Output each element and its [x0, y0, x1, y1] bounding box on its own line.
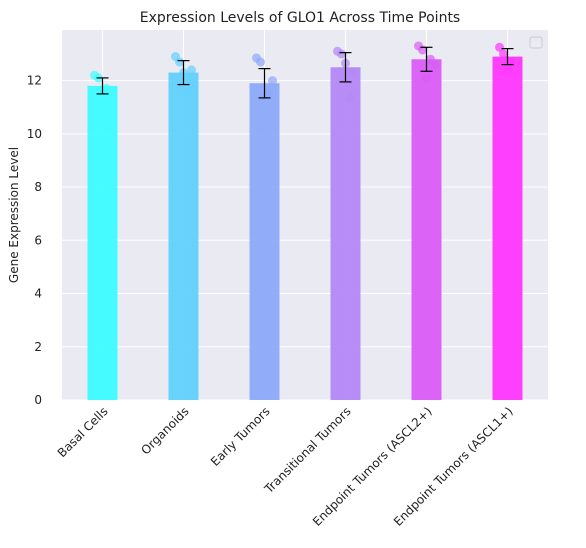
data-point	[422, 73, 431, 83]
bar	[492, 56, 523, 400]
data-point	[102, 84, 111, 94]
error-bars	[96, 46, 514, 99]
bars	[87, 56, 523, 401]
x-tick-label: Early Tumors	[208, 404, 273, 469]
x-tick-labels: Basal Cells Organoids Early TumorsTransiti…	[55, 404, 516, 529]
data-point	[495, 42, 504, 52]
plot-area	[62, 30, 548, 400]
data-point	[345, 93, 354, 103]
y-axis-label: Gene Expression Level	[7, 147, 21, 283]
data-point	[264, 89, 273, 99]
bar	[330, 67, 361, 401]
y-tick-label: 12	[27, 74, 42, 88]
bar	[168, 72, 199, 400]
data-point	[503, 65, 512, 75]
data-point	[187, 65, 196, 75]
data-point	[256, 57, 265, 67]
y-tick-labels: 0 2 4 6 8 10 12	[27, 74, 42, 407]
data-point	[430, 60, 439, 70]
data-point	[337, 49, 346, 59]
x-tick-label: Basal Cells	[55, 404, 111, 460]
chart-title: Expression Levels of GLO1 Across Time Po…	[140, 10, 460, 26]
legend-box	[529, 36, 543, 49]
y-tick-label: 10	[27, 127, 42, 141]
data-point	[499, 49, 508, 59]
y-tick-label: 2	[34, 340, 42, 354]
data-point	[349, 68, 358, 78]
x-tick-label: Transitional Tumors	[261, 404, 354, 497]
data-points	[90, 41, 516, 103]
bar	[87, 85, 118, 400]
data-point	[175, 57, 184, 67]
y-tick-label: 0	[34, 393, 42, 407]
y-tick-label: 4	[34, 287, 42, 301]
data-point	[183, 88, 192, 98]
bar	[411, 59, 442, 400]
bar	[249, 83, 280, 400]
y-tick-label: 8	[34, 180, 42, 194]
x-tick-label: Organoids	[138, 404, 191, 457]
y-tick-label: 6	[34, 233, 42, 247]
data-point	[268, 76, 277, 86]
